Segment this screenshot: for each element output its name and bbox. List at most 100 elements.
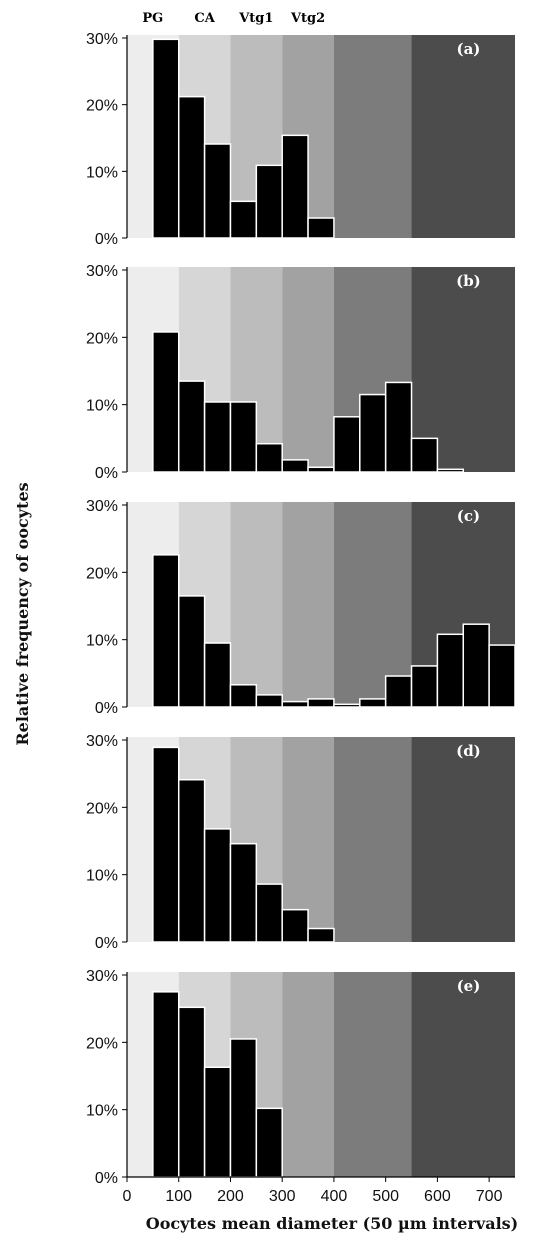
histogram-bar — [307, 698, 335, 708]
x-tick-label: 100 — [165, 1188, 192, 1205]
histogram-bar — [384, 381, 413, 473]
histogram-bar — [152, 554, 180, 708]
histogram-bar — [255, 164, 283, 239]
panel-label: (a) — [456, 40, 480, 58]
x-axis: 0 100 200 300 400 500 600 700 — [123, 1176, 515, 1205]
y-tick-label: 30% — [86, 31, 118, 48]
x-tick-label: 400 — [321, 1188, 348, 1205]
panel-label: (b) — [456, 272, 481, 290]
histogram-bar — [359, 698, 387, 708]
y-tick-label: 20% — [86, 98, 118, 115]
histogram-bar — [203, 642, 232, 708]
histogram-bar — [255, 883, 283, 943]
panel-a: 0% 10% 20% 30% (a) — [86, 31, 515, 248]
histogram-bar — [436, 633, 465, 708]
histogram-bar — [488, 644, 516, 708]
histogram-bar — [152, 746, 180, 943]
panel-label: (d) — [456, 742, 481, 760]
x-tick-label: 700 — [476, 1188, 503, 1205]
histogram-bar — [229, 1038, 258, 1178]
histogram-bar — [203, 401, 232, 473]
y-tick-label: 0% — [95, 465, 118, 482]
panels-layer: 0% 10% 20% 30% (a) 0% 10% 20% 30% (b) 0% 10% 20% 30% (… — [86, 31, 516, 1187]
stage-band-vtg3 — [333, 35, 412, 238]
x-tick-label: 500 — [372, 1188, 399, 1205]
histogram-bar — [203, 828, 232, 943]
y-tick-label: 0% — [95, 700, 118, 717]
y-tick-label: 10% — [86, 633, 118, 650]
histogram-bar — [203, 143, 232, 239]
stage-band-vtg2 — [282, 737, 334, 942]
y-tick-label: 30% — [86, 733, 118, 750]
x-tick-label: 200 — [217, 1188, 244, 1205]
stage-label-h: H — [457, 11, 469, 26]
histogram-bar — [152, 991, 180, 1178]
histogram-bar — [177, 380, 206, 473]
y-tick-label: 10% — [86, 868, 118, 885]
stage-label-ca: CA — [194, 11, 215, 26]
histogram-bar — [307, 927, 335, 943]
histogram-bar — [307, 466, 335, 473]
y-tick-label: 30% — [86, 263, 118, 280]
y-tick-label: 10% — [86, 1103, 118, 1120]
histogram-bar — [281, 459, 309, 473]
stage-band-vtg2 — [282, 502, 334, 707]
stage-band-h — [411, 972, 515, 1177]
histogram-bar — [203, 1066, 232, 1178]
panel-c: 0% 10% 20% 30% (c) — [86, 498, 516, 717]
y-tick-label: 10% — [86, 164, 118, 181]
panel-b: 0% 10% 20% 30% (b) — [86, 263, 515, 482]
histogram-bar — [229, 684, 258, 708]
stage-label-vtg2: Vtg2 — [290, 11, 325, 26]
y-tick-label: 0% — [95, 231, 118, 248]
stage-label-vtg3: Vtg3 — [355, 11, 390, 26]
stage-band-vtg3 — [333, 502, 412, 707]
histogram-bar — [152, 331, 180, 473]
stage-band-vtg3 — [333, 972, 412, 1177]
y-tick-label: 0% — [95, 935, 118, 952]
y-tick-label: 20% — [86, 330, 118, 347]
histogram-bar — [307, 217, 335, 239]
histogram-bar — [384, 675, 413, 708]
histogram-bar — [177, 1006, 206, 1178]
histogram-bar — [229, 200, 258, 239]
histogram-bar — [255, 1107, 283, 1178]
histogram-bar — [177, 95, 206, 239]
y-tick-label: 20% — [86, 565, 118, 582]
stage-band-vtg3 — [333, 737, 412, 942]
histogram-bar — [281, 908, 309, 943]
x-axis-title: Oocytes mean diameter (50 µm intervals) — [146, 1214, 518, 1233]
panel-label: (c) — [457, 507, 480, 525]
histogram-bar — [333, 416, 361, 473]
histogram-bar — [410, 665, 439, 708]
histogram-bar — [152, 38, 180, 239]
y-axis-title: Relative frequency of oocytes — [13, 482, 32, 745]
y-tick-label: 30% — [86, 968, 118, 985]
histogram-bar — [177, 778, 206, 943]
y-tick-label: 30% — [86, 498, 118, 515]
x-tick-label: 600 — [424, 1188, 451, 1205]
histogram-bar — [436, 468, 465, 473]
stage-band-vtg2 — [282, 267, 334, 472]
panel-label: (e) — [457, 977, 481, 995]
histogram-bar — [281, 134, 309, 239]
histogram-bar — [177, 595, 206, 708]
histogram-bar — [229, 401, 258, 473]
y-tick-label: 20% — [86, 1035, 118, 1052]
histogram-bar — [333, 703, 361, 708]
histogram-bar — [410, 437, 439, 473]
stage-band-vtg1 — [230, 502, 283, 707]
panel-e: 0% 10% 20% 30% (e) — [86, 968, 515, 1187]
histogram-bar — [462, 623, 490, 708]
stage-band-h — [411, 737, 515, 942]
histogram-bar — [255, 694, 283, 708]
stage-band-vtg2 — [282, 972, 334, 1177]
y-tick-label: 10% — [86, 398, 118, 415]
histogram-bar — [281, 700, 309, 708]
histogram-bar — [359, 393, 387, 473]
stage-labels-layer: PG CA Vtg1 Vtg2 Vtg3 H — [142, 11, 469, 26]
histogram-bar — [229, 842, 258, 943]
histogram-bar — [255, 442, 283, 473]
